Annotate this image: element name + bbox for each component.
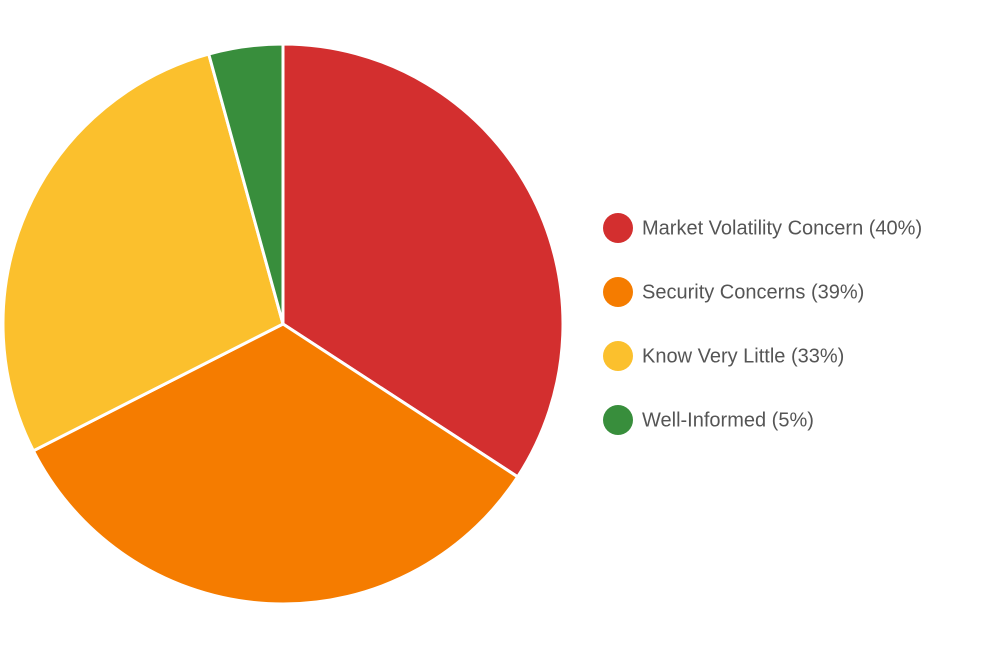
- legend-label: Security Concerns (39%): [642, 281, 864, 303]
- pie-slice: [207, 42, 285, 326]
- legend-swatch: [603, 341, 633, 371]
- legend-label: Market Volatility Concern (40%): [642, 217, 922, 239]
- pie-slice: [31, 322, 520, 606]
- legend-swatch: [603, 405, 633, 435]
- legend-label: Well-Informed (5%): [642, 409, 814, 431]
- legend-swatch: [603, 277, 633, 307]
- pie-slice: [1, 52, 285, 453]
- legend-label: Know Very Little (33%): [642, 345, 844, 367]
- legend-swatch: [603, 213, 633, 243]
